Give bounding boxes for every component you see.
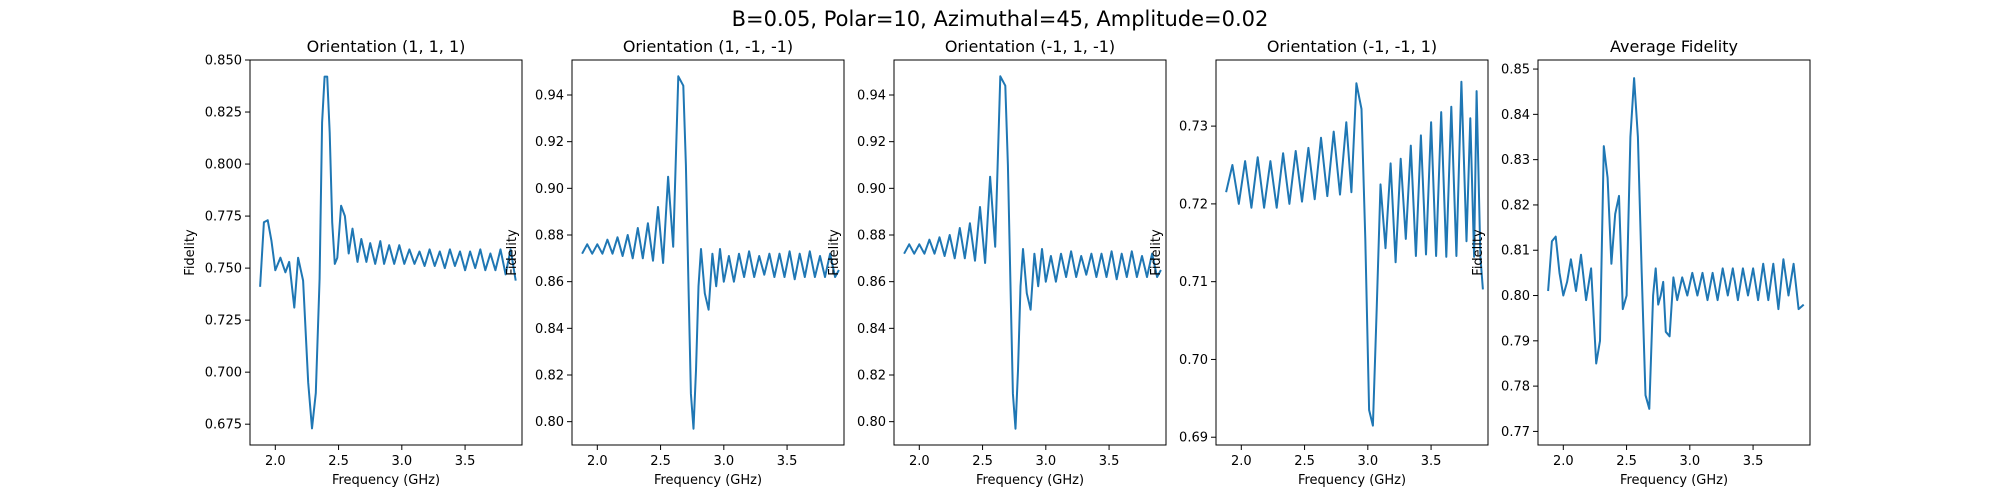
- y-axis-label: Fidelity: [1471, 229, 1486, 276]
- plot-frame: [249, 59, 523, 446]
- series-line-1: [259, 75, 517, 430]
- x-tick-label: 2.0: [265, 454, 286, 469]
- y-tick-label: 0.83: [1501, 153, 1530, 168]
- y-tick-label: 0.80: [857, 415, 886, 430]
- y-tick-label: 0.725: [205, 314, 242, 329]
- subplot-title: Orientation (-1, 1, -1): [945, 37, 1115, 56]
- series-line-1: [903, 75, 1162, 430]
- y-tick-label: 0.79: [1501, 334, 1530, 349]
- subplot-3: 2.0 2.5 3.0 3.5 0.80 0.82 0.84 0.86 0.88 0.90 0.92…: [827, 37, 1167, 488]
- y-tick-label: 0.77: [1501, 425, 1530, 440]
- x-axis-label: Frequency (GHz): [1620, 473, 1728, 488]
- x-axis-label: Frequency (GHz): [976, 473, 1084, 488]
- subplot-4: 2.0 2.5 3.0 3.5 0.69 0.70 0.71 0.72 0.73 Orientat…: [1149, 37, 1489, 488]
- x-tick-label: 3.5: [1743, 454, 1764, 469]
- subplot-title: Orientation (-1, -1, 1): [1267, 37, 1437, 56]
- y-tick-label: 0.86: [857, 275, 886, 290]
- y-tick-label: 0.81: [1501, 244, 1530, 259]
- series-line-1: [1547, 77, 1805, 410]
- y-tick-label: 0.88: [857, 229, 886, 244]
- x-tick-label: 2.0: [587, 454, 608, 469]
- plot-frame: [571, 59, 845, 446]
- y-tick-label: 0.88: [535, 229, 564, 244]
- y-tick-label: 0.82: [535, 369, 564, 384]
- x-tick-label: 3.5: [1099, 454, 1120, 469]
- y-tick-label: 0.82: [857, 369, 886, 384]
- x-tick-label: 2.5: [650, 454, 671, 469]
- y-tick-label: 0.700: [205, 366, 242, 381]
- x-tick-label: 2.0: [909, 454, 930, 469]
- y-tick-label: 0.80: [535, 415, 564, 430]
- y-tick-label: 0.82: [1501, 198, 1530, 213]
- y-tick-label: 0.90: [535, 182, 564, 197]
- x-tick-label: 3.5: [455, 454, 476, 469]
- series-line-1: [581, 75, 840, 430]
- x-axis-label: Frequency (GHz): [654, 473, 762, 488]
- y-tick-label: 0.775: [205, 210, 242, 225]
- x-tick-label: 2.5: [972, 454, 993, 469]
- plot-frame: [1537, 59, 1811, 446]
- y-tick-label: 0.85: [1501, 63, 1530, 78]
- y-axis-label: Fidelity: [505, 229, 520, 276]
- x-tick-label: 3.5: [777, 454, 798, 469]
- y-tick-label: 0.675: [205, 418, 242, 433]
- y-tick-label: 0.78: [1501, 380, 1530, 395]
- x-tick-label: 2.5: [1616, 454, 1637, 469]
- subplot-title: Orientation (1, 1, 1): [307, 37, 466, 56]
- x-tick-label: 3.5: [1421, 454, 1442, 469]
- x-tick-label: 2.5: [328, 454, 349, 469]
- subplot-title: Average Fidelity: [1610, 37, 1738, 56]
- y-axis-label: Fidelity: [1149, 229, 1164, 276]
- x-tick-label: 3.0: [713, 454, 734, 469]
- y-tick-label: 0.825: [205, 106, 242, 121]
- x-axis-label: Frequency (GHz): [332, 473, 440, 488]
- subplot-5: 2.0 2.5 3.0 3.5 0.77 0.78 0.79 0.80 0.81 0.82 0.83…: [1471, 37, 1811, 488]
- x-tick-label: 3.0: [1357, 454, 1378, 469]
- x-tick-label: 2.5: [1294, 454, 1315, 469]
- subplot-2: 2.0 2.5 3.0 3.5 0.80 0.82 0.84 0.86 0.88 0.90 0.92…: [505, 37, 845, 488]
- y-axis-label: Fidelity: [183, 229, 198, 276]
- plot-frame: [1215, 59, 1489, 446]
- y-tick-label: 0.71: [1179, 275, 1208, 290]
- y-tick-label: 0.800: [205, 158, 242, 173]
- subplot-grid: 2.0 2.5 3.0 3.5 0.675 0.700 0.725 0.750 0.775 0.8…: [183, 37, 1811, 488]
- subplot-1: 2.0 2.5 3.0 3.5 0.675 0.700 0.725 0.750 0.775 0.8…: [183, 37, 523, 488]
- x-axis-label: Frequency (GHz): [1298, 473, 1406, 488]
- y-tick-label: 0.850: [205, 54, 242, 69]
- x-tick-label: 2.0: [1553, 454, 1574, 469]
- y-tick-label: 0.72: [1179, 197, 1208, 212]
- y-tick-label: 0.86: [535, 275, 564, 290]
- x-tick-label: 2.0: [1231, 454, 1252, 469]
- plot-frame: [893, 59, 1167, 446]
- subplot-title: Orientation (1, -1, -1): [623, 37, 793, 56]
- x-tick-label: 3.0: [391, 454, 412, 469]
- y-tick-label: 0.94: [857, 89, 886, 104]
- y-axis-label: Fidelity: [827, 229, 842, 276]
- y-tick-label: 0.92: [857, 135, 886, 150]
- y-tick-label: 0.84: [535, 322, 564, 337]
- y-tick-label: 0.750: [205, 262, 242, 277]
- y-tick-label: 0.90: [857, 182, 886, 197]
- x-tick-label: 3.0: [1679, 454, 1700, 469]
- y-tick-label: 0.80: [1501, 289, 1530, 304]
- series-line-1: [1225, 80, 1484, 427]
- y-tick-label: 0.73: [1179, 120, 1208, 135]
- y-tick-label: 0.84: [1501, 108, 1530, 123]
- y-tick-label: 0.70: [1179, 353, 1208, 368]
- y-tick-label: 0.69: [1179, 431, 1208, 446]
- y-tick-label: 0.94: [535, 89, 564, 104]
- x-tick-label: 3.0: [1035, 454, 1056, 469]
- y-tick-label: 0.92: [535, 135, 564, 150]
- figure-suptitle: B=0.05, Polar=10, Azimuthal=45, Amplitud…: [732, 7, 1269, 31]
- y-tick-label: 0.84: [857, 322, 886, 337]
